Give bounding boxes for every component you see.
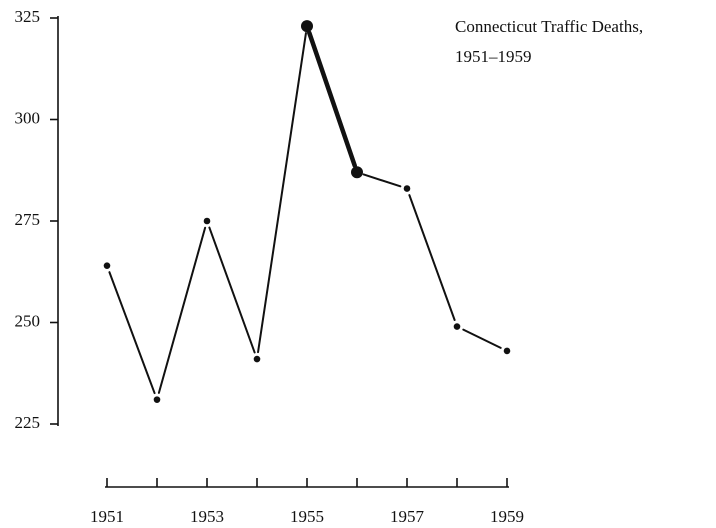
x-tick-label: 1955 — [290, 507, 324, 526]
x-tick-label: 1957 — [390, 507, 425, 526]
line-segment — [462, 328, 502, 349]
point — [301, 20, 313, 33]
point — [453, 323, 461, 330]
point — [103, 262, 111, 269]
line-segment — [108, 271, 156, 395]
line-segment — [362, 173, 402, 188]
y-tick-label: 300 — [15, 108, 41, 127]
point — [253, 355, 261, 363]
point — [153, 396, 161, 403]
line-segment — [257, 32, 307, 354]
line-segment — [307, 30, 357, 168]
x-tick-label: 1953 — [190, 507, 224, 526]
chart-title: 1951–1959 — [455, 47, 532, 66]
y-tick-label: 225 — [15, 413, 41, 432]
y-tick-label: 250 — [15, 311, 41, 330]
point — [351, 166, 363, 179]
point — [203, 217, 211, 225]
line-segment — [208, 226, 256, 354]
line-segment — [157, 226, 207, 394]
x-tick-label: 1959 — [490, 507, 524, 526]
point — [503, 347, 511, 355]
y-tick-label: 275 — [15, 210, 41, 229]
y-tick-label: 325 — [15, 7, 41, 26]
point — [403, 185, 411, 192]
chart-title: Connecticut Traffic Deaths, — [455, 17, 643, 36]
x-tick-label: 1951 — [90, 507, 124, 526]
line-segment — [408, 194, 456, 321]
